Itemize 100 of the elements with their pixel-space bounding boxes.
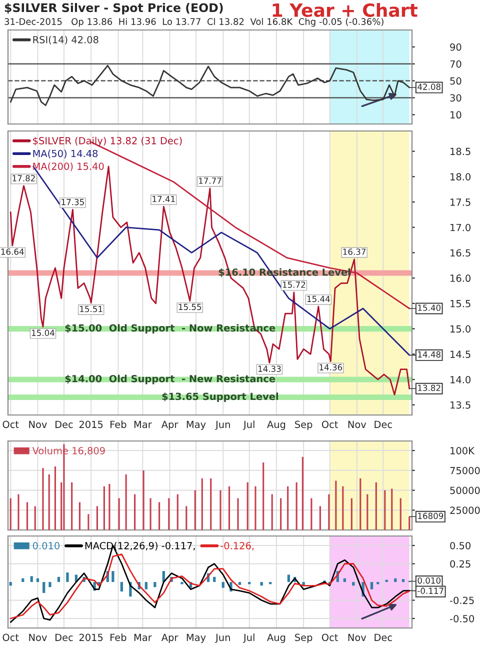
line-series: [10, 554, 410, 620]
bar: [343, 578, 346, 582]
legend-label: -0.126,: [220, 542, 254, 550]
x-tick-label: Dec: [374, 634, 392, 642]
x-tick-label: Oct: [2, 634, 19, 642]
bar: [154, 582, 156, 588]
annotation: 14.48: [418, 351, 440, 358]
x-tick-label: Jul: [242, 634, 254, 643]
x-tick-label: Mar: [134, 420, 152, 428]
annotation: 16809: [418, 512, 444, 520]
annotation: -0.117: [418, 588, 444, 594]
y-tick-label: 0.25: [450, 560, 470, 568]
x-tick-label: Apr: [161, 634, 178, 643]
y-tick-label: 75000: [450, 466, 480, 474]
annotation: 15.72: [282, 282, 306, 288]
x-tick-label: May: [186, 634, 206, 643]
y-tick-label: 50000: [450, 486, 480, 494]
bar: [9, 582, 12, 586]
annotation: 17.35: [62, 198, 84, 206]
y-tick-label: 14.0: [450, 376, 470, 384]
annotation: 15.44: [307, 296, 330, 302]
bar: [22, 578, 24, 582]
x-tick-label: Sep: [295, 634, 312, 643]
annotation: 17.41: [152, 196, 175, 202]
annotation: 16.37: [343, 248, 366, 255]
x-tick-label: Apr: [161, 420, 178, 430]
bar: [36, 578, 40, 582]
x-tick-label: 2015: [79, 420, 103, 428]
bar: [120, 582, 123, 592]
bar: [42, 582, 46, 593]
annotation: 15.55: [178, 304, 202, 310]
x-tick-label: Nov: [348, 634, 366, 642]
legend-label: RSI(14) 42.08: [33, 36, 98, 45]
annotation: 0.010: [418, 577, 440, 584]
y-tick-label: 18.5: [450, 148, 470, 156]
y-tick-label: 16.0: [450, 274, 470, 282]
annotation: 42.08: [418, 84, 440, 90]
y-tick-label: 70: [450, 60, 462, 68]
x-tick-label: Feb: [110, 420, 126, 428]
chart-title: $SILVER Silver - Spot Price (EOD): [4, 3, 223, 14]
annotation: 13.82: [418, 384, 440, 392]
y-tick-label: 15.5: [450, 300, 470, 308]
x-tick-label: Oct: [2, 420, 19, 428]
x-tick-label: Nov: [348, 420, 366, 428]
legend-label: 0.010: [32, 542, 60, 550]
bar: [287, 574, 290, 582]
chart-subtitle: 31-Dec-2015 Op 13.86 Hi 13.96 Lo 13.77 Cl 13.82 Vol 16.8K Chg -0.05 (-0.36%): [4, 18, 384, 27]
x-tick-label: Dec: [374, 420, 392, 428]
bar: [222, 582, 224, 588]
bar: [352, 582, 355, 586]
x-tick-label: May: [186, 420, 206, 430]
ref-line-label: $14.00 Old Support - New Resistance: [65, 374, 276, 384]
bar: [48, 582, 52, 588]
y-tick-label: 30: [450, 94, 462, 102]
legend-label: MACD(12,26,9) -0.117,: [85, 542, 195, 551]
y-tick-label: 16.5: [450, 249, 470, 257]
y-tick-label: 25000: [450, 506, 480, 514]
bar: [30, 576, 33, 582]
y-tick-label: 13.5: [450, 401, 470, 409]
legend-label: MA(50) 14.48: [33, 150, 98, 158]
bar: [260, 582, 263, 586]
bar: [66, 572, 69, 582]
x-tick-label: Jun: [215, 634, 230, 643]
y-tick-label: 0.50: [450, 542, 470, 550]
x-tick-label: Jul: [242, 420, 254, 430]
annotation: 14.36: [320, 364, 342, 370]
y-tick-label: 18.0: [450, 173, 470, 180]
x-tick-label: Sep: [295, 420, 312, 430]
y-tick-label: 14.5: [450, 350, 470, 358]
legend-label: $SILVER (Daily) 13.82 (31 Dec): [33, 136, 182, 146]
x-tick-label: Dec: [56, 420, 73, 428]
x-tick-label: Dec: [56, 634, 73, 642]
y-tick-label: -0.50: [450, 614, 474, 622]
x-tick-label: Oct: [322, 634, 338, 642]
annotation: 17.77: [198, 178, 222, 184]
x-tick-label: Feb: [110, 634, 126, 642]
bar: [213, 576, 216, 582]
y-tick-label: -0.25: [450, 596, 474, 604]
annotation: 17.82: [12, 175, 35, 182]
bar: [112, 571, 114, 582]
bar: [144, 582, 148, 590]
y-tick-label: 17.0: [450, 224, 470, 232]
annotation: 16.64: [1, 248, 24, 255]
y-tick-label: 15.0: [450, 325, 470, 333]
annotation: 15.04: [32, 330, 54, 336]
ref-line-label: $13.65 Support Level: [162, 392, 278, 402]
y-tick-label: 17.5: [450, 198, 470, 206]
x-tick-label: Nov: [29, 634, 47, 642]
x-tick-label: Nov: [29, 420, 47, 428]
annotation: 15.40: [418, 304, 440, 311]
x-tick-label: Aug: [267, 420, 286, 430]
y-tick-label: 90: [450, 43, 462, 51]
x-tick-label: Aug: [267, 634, 286, 643]
x-tick-label: 2015: [79, 634, 103, 642]
bar: [402, 579, 405, 582]
x-tick-label: Mar: [134, 634, 152, 642]
text: 1 Year + Chart: [272, 3, 418, 17]
y-tick-label: 100K: [450, 447, 475, 454]
bar: [394, 578, 397, 582]
bar: [238, 582, 242, 585]
